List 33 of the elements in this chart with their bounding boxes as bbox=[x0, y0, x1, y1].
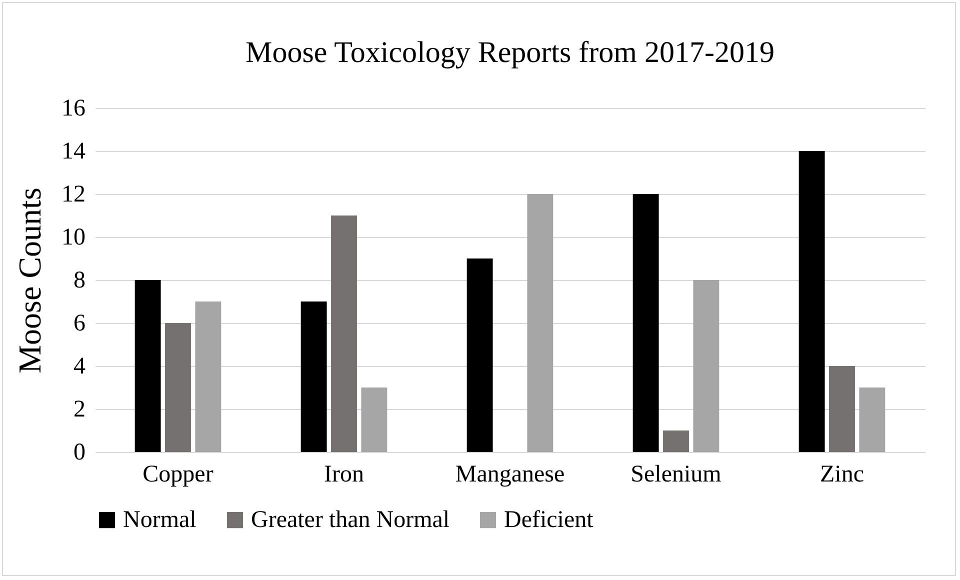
bar bbox=[134, 280, 161, 452]
bar bbox=[663, 430, 689, 452]
legend-label: Normal bbox=[123, 507, 197, 533]
chart-title: Moose Toxicology Reports from 2017-2019 bbox=[246, 36, 774, 69]
y-tick-label: 12 bbox=[62, 182, 86, 208]
x-tick-label: Manganese bbox=[455, 462, 565, 488]
x-tick-label: Zinc bbox=[820, 462, 864, 488]
y-tick-label: 2 bbox=[74, 396, 86, 422]
y-tick-label: 14 bbox=[62, 138, 86, 164]
y-tick-label: 6 bbox=[74, 310, 86, 336]
legend-label: Deficient bbox=[504, 507, 594, 533]
bar bbox=[527, 194, 554, 452]
bar bbox=[195, 302, 222, 452]
y-tick-label: 16 bbox=[62, 96, 86, 122]
bar bbox=[632, 194, 659, 452]
bar bbox=[798, 151, 825, 452]
y-tick-label: 4 bbox=[74, 354, 86, 380]
x-tick-label: Copper bbox=[142, 462, 214, 488]
bar bbox=[165, 323, 191, 452]
bar bbox=[361, 388, 388, 452]
y-axis-title: Moose Counts bbox=[12, 188, 48, 374]
y-tick-label: 8 bbox=[74, 268, 86, 294]
y-tick-label: 0 bbox=[74, 440, 86, 466]
bar bbox=[466, 258, 493, 452]
x-tick-label: Selenium bbox=[630, 462, 722, 488]
legend-label: Greater than Normal bbox=[251, 507, 450, 533]
bar bbox=[331, 216, 357, 452]
bar bbox=[859, 388, 886, 452]
x-tick-label: Iron bbox=[324, 462, 364, 488]
bar bbox=[829, 366, 855, 452]
y-tick-label: 10 bbox=[62, 224, 86, 250]
bar bbox=[300, 302, 327, 452]
bar bbox=[693, 280, 720, 452]
